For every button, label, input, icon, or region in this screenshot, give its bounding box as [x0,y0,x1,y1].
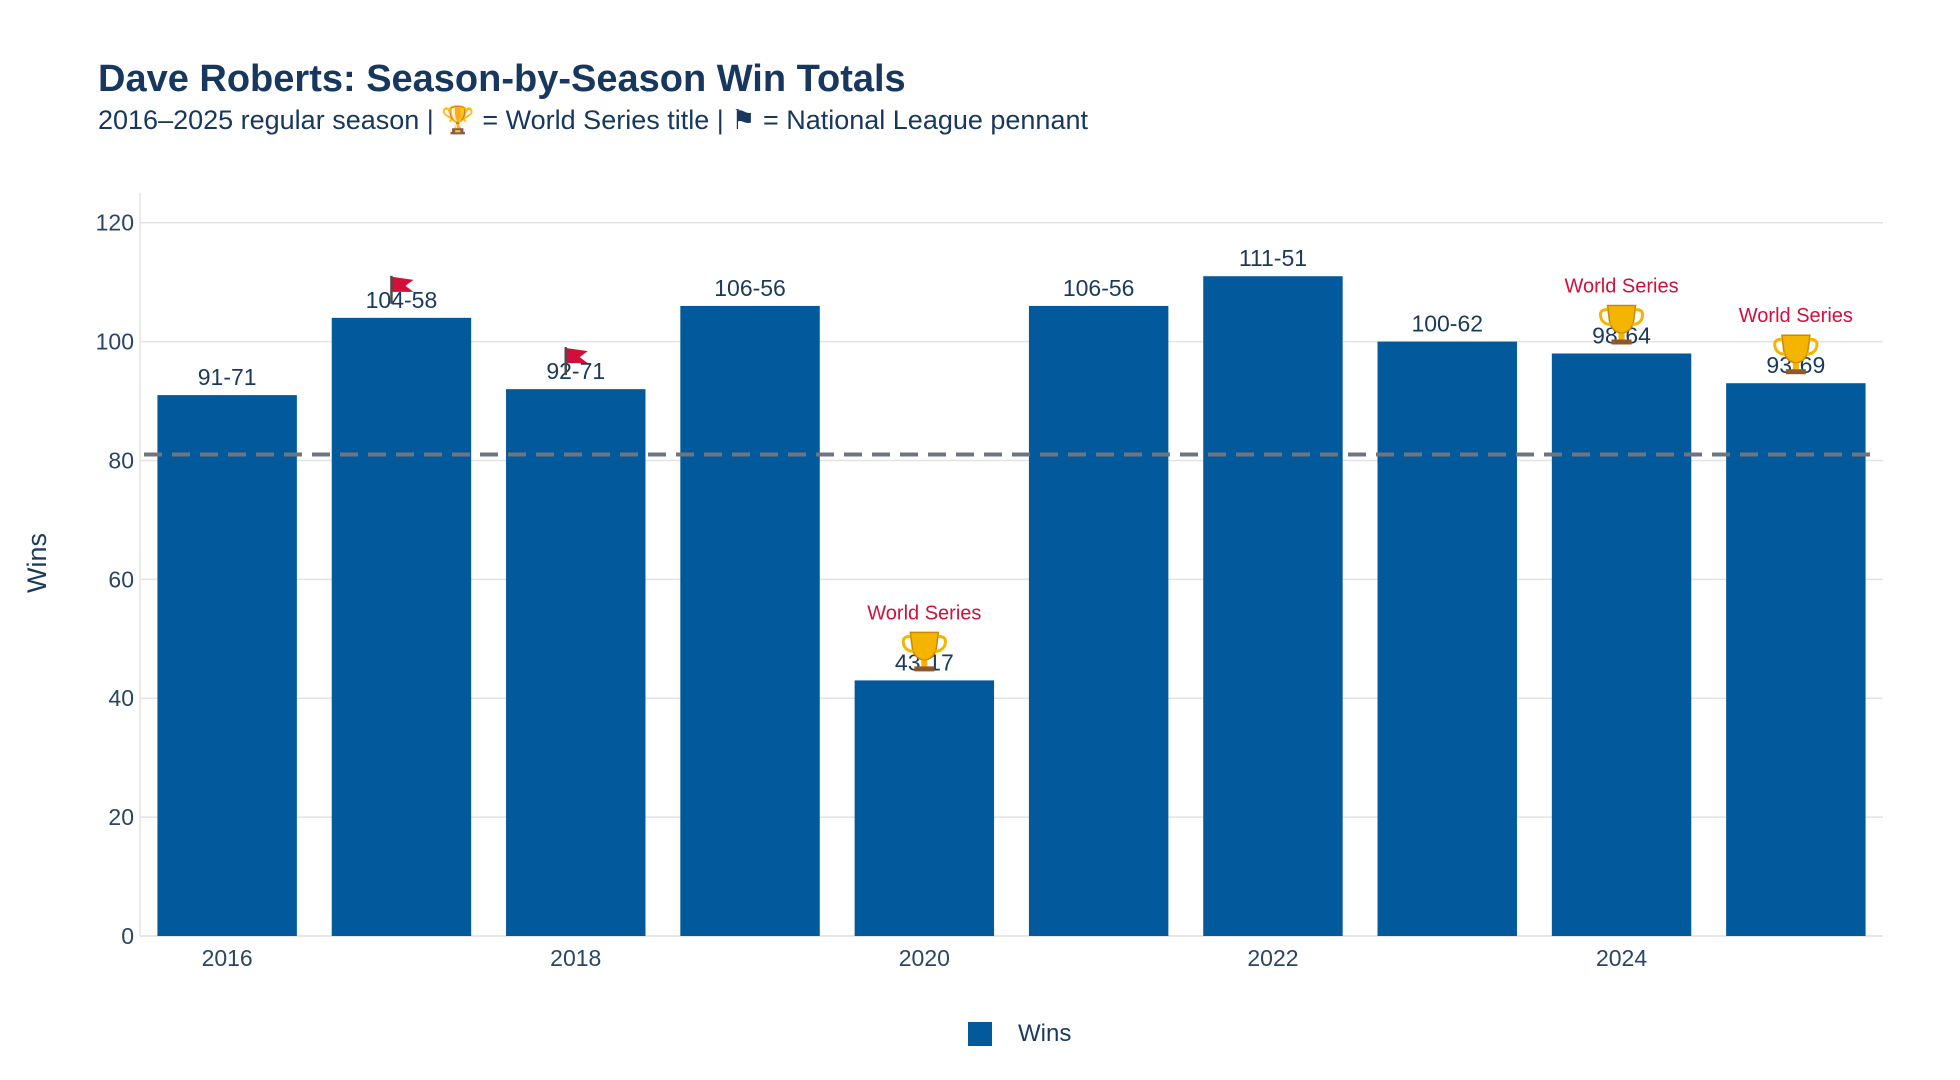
y-tick-label: 120 [96,210,134,236]
x-tick-label: 2022 [1247,945,1298,971]
y-axis-ticks: 0 20 40 60 80 100 120 [96,210,134,949]
trophy-handle-left [1598,307,1611,326]
bar [1203,276,1343,936]
trophy-handle-right [1632,307,1645,326]
bar [680,305,820,936]
bar [1028,305,1169,936]
bar [506,389,646,937]
trophy-handle-right [935,634,947,653]
x-tick-label: 2024 [1596,945,1647,971]
trophy-stem [1792,363,1799,370]
bar-value-label: 100-62 [1411,311,1483,337]
bar [157,395,297,936]
bars [157,276,1866,937]
trophy-handle-left [901,634,914,653]
flag-cloth [392,276,414,292]
trophy-handle-right [1806,337,1819,356]
bar-value-label: 106-56 [714,275,786,301]
x-axis-ticks: 2016 2018 2020 2022 2024 [202,945,1648,971]
y-tick-label: 80 [108,447,134,473]
trophy-stem [921,660,928,667]
bar-value-label: 106-56 [1063,275,1135,301]
y-tick-label: 40 [108,685,134,711]
x-tick-label: 2016 [202,945,253,971]
trophy-stem [1618,333,1625,340]
chart-subtitle: 2016–2025 regular season | 🏆 = World Ser… [98,105,1088,135]
trophy-handle-left [1773,337,1785,356]
bar [1551,353,1692,936]
flag-cloth [566,348,588,364]
y-tick-label: 100 [96,329,134,355]
y-tick-label: 20 [108,804,134,830]
annotation-label: World Series [1739,305,1853,327]
trophy-icon [1598,304,1645,345]
bar [854,680,995,936]
chart-title: Dave Roberts: Season-by-Season Win Total… [98,58,906,100]
bar [331,317,472,937]
trophy-icon [901,631,947,672]
bar-value-label: 111-51 [1239,245,1307,271]
x-tick-label: 2020 [899,945,950,971]
trophy-base [914,666,935,672]
bar [1377,341,1517,937]
x-tick-label: 2018 [550,945,601,971]
legend[interactable]: Wins [968,1020,1071,1048]
y-tick-label: 60 [108,566,134,592]
legend-label: Wins [1018,1020,1072,1047]
trophy-base [1611,339,1632,345]
bar [1726,383,1866,936]
bar-value-label: 91-71 [198,364,257,390]
y-axis-title: Wins [22,533,52,593]
trophy-base [1785,369,1806,375]
y-tick-label: 0 [121,923,134,949]
flag-icon [390,275,414,304]
flag-icon [564,347,588,376]
annotation-label: World Series [1564,275,1678,297]
markers: World Series World Series World Series [390,275,1853,672]
legend-swatch [968,1022,992,1046]
trophy-icon [1773,334,1819,375]
annotation-label: World Series [867,602,981,624]
